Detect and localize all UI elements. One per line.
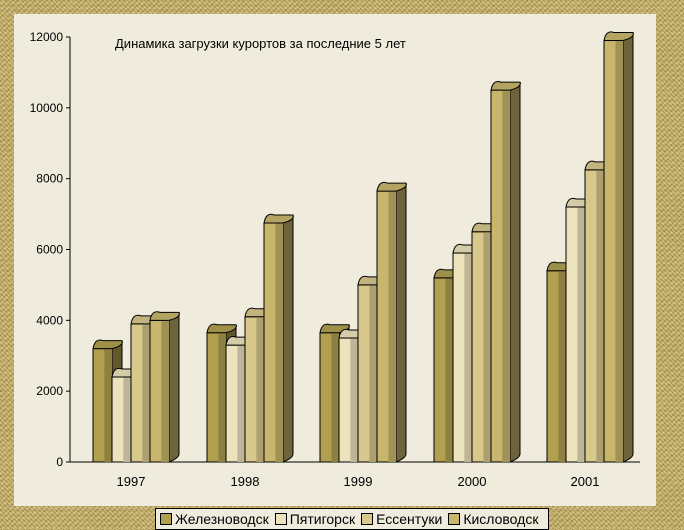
y-tick-label: 0 [56,455,63,469]
legend-swatch [274,513,287,525]
bar-top [376,181,407,192]
bar-top [603,31,634,42]
bar-shade [388,191,396,462]
bar-side [168,312,180,463]
bar-shade [237,345,245,462]
bar-shade [464,253,472,462]
legend-swatch [361,513,374,525]
y-tick-label: 12000 [30,30,64,44]
bar-Кисловодск-2000 [490,81,521,463]
bar-shade [558,270,566,462]
legend: Железноводск Пятигорск Ессентуки Кисловодск [155,508,550,530]
x-tick-label: 1998 [231,474,260,489]
x-tick-label: 1997 [117,474,146,489]
bar-shade [161,320,169,462]
bar-side [622,32,634,463]
x-tick-label: 1999 [344,474,373,489]
bar-top [263,213,294,224]
legend-label: Пятигорск [289,511,356,527]
bar-shade [123,377,131,462]
bar-shade [615,40,623,463]
x-tick-label: 2000 [458,474,487,489]
bar-shade [596,169,604,462]
y-tick-label: 2000 [36,384,63,398]
legend-label: Кисловодск [463,511,539,527]
bar-shade [256,316,264,462]
bar-shade [275,222,283,462]
bar-Кисловодск-1998 [263,213,294,463]
bar-top [149,311,180,321]
bar-shade [483,231,491,462]
legend-item: Кисловодск [448,511,538,527]
legend-item: Железноводск [160,511,269,527]
legend-item: Пятигорск [274,511,356,527]
bar-shade [577,207,585,462]
bar-chart: Динамика загрузки курортов за последние … [30,30,640,489]
x-tick-label: 2001 [571,474,600,489]
bar-Кисловодск-2001 [603,31,634,463]
bar-side [282,214,294,463]
bar-shade [369,284,377,462]
legend-label: Железноводск [175,511,269,527]
legend-swatch [448,513,461,525]
bar-shade [331,332,339,462]
bar-top [490,81,521,91]
legend-label: Ессентуки [376,511,443,527]
bar-shade [502,90,510,462]
bar-side [509,81,521,463]
y-tick-label: 10000 [30,101,64,115]
bar-shade [104,348,112,462]
y-tick-label: 8000 [36,172,63,186]
bar-side [395,182,407,463]
bar-Кисловодск-1999 [376,181,407,463]
bar-Кисловодск-1997 [149,311,180,463]
bar-shade [350,338,358,462]
bar-top [206,323,237,334]
y-tick-label: 4000 [36,313,63,327]
chart-title: Динамика загрузки курортов за последние … [115,36,406,51]
bar-shade [445,277,453,462]
bar-shade [218,332,226,462]
bar-top [92,339,123,350]
y-tick-label: 6000 [36,243,63,257]
chart-panel: Динамика загрузки курортов за последние … [14,14,656,506]
legend-swatch [160,513,172,525]
legend-item: Ессентуки [361,511,442,527]
bar-shade [142,323,150,462]
